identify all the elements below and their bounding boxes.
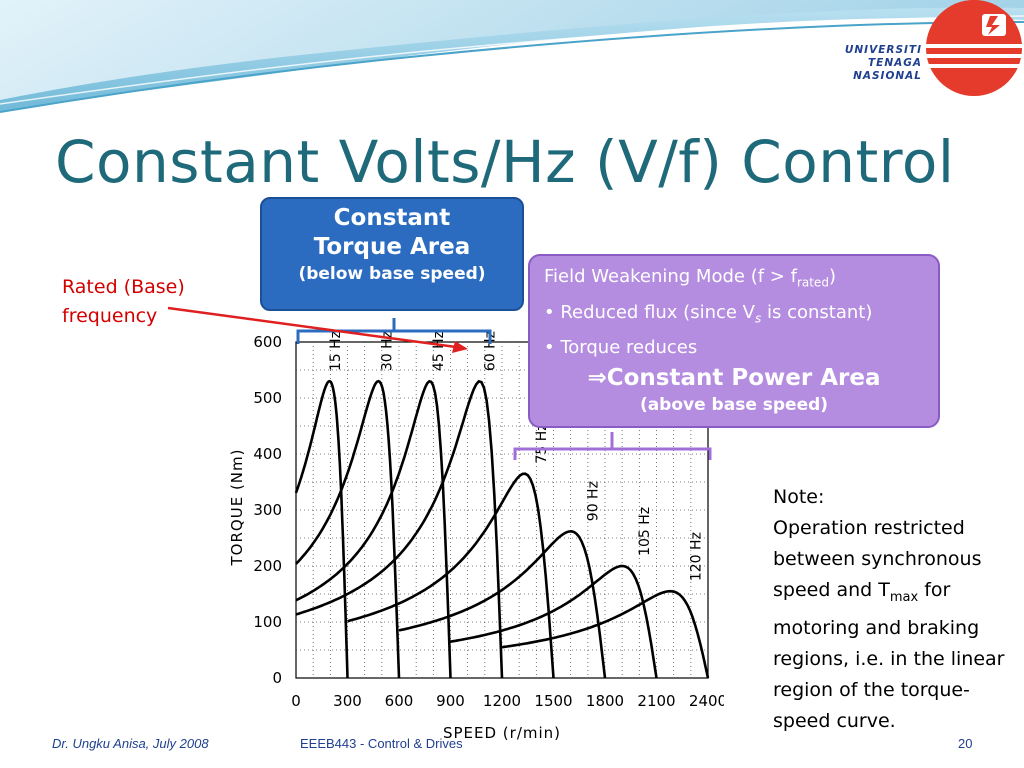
page-number: 20 [958, 736, 973, 751]
footer-author: Dr. Ungku Anisa, July 2008 [52, 736, 209, 751]
rated-label-line-2: frequency [62, 305, 158, 327]
x-tick-label: 0 [291, 692, 301, 710]
fw-heading-end: ) [828, 266, 836, 287]
y-tick-label: 200 [253, 557, 282, 575]
rated-label-line-1: Rated (Base) [62, 276, 185, 298]
constant-torque-line-3: (below base speed) [298, 264, 486, 284]
fw-bullet1-sub: s [755, 311, 762, 326]
constant-torque-callout: Constant Torque Area (below base speed) [260, 197, 524, 311]
chart-series-labels: 15 Hz 30 Hz 45 Hz 60 Hz 75 Hz 90 Hz 105 Hz 120 … [328, 331, 705, 581]
field-weakening-bullet-2: • Torque reduces [544, 337, 698, 359]
logo-line-3: NASIONAL [853, 70, 922, 82]
field-weakening-bullet-1: • Reduced flux (since Vs is constant) [544, 298, 924, 334]
torque-curve [295, 379, 401, 679]
footer-course: EEEB443 - Control & Drives [300, 736, 463, 751]
constant-power-heading: ⇒Constant Power Area [544, 365, 924, 391]
torque-curve [450, 564, 658, 679]
above-base-speed-text: (above base speed) [639, 395, 829, 416]
header-wave-decoration [0, 0, 1024, 113]
series-label: 45 Hz [431, 331, 447, 371]
note-text-2: for motoring and braking regions, i.e. i… [773, 579, 1005, 732]
constant-torque-line-1: Constant [333, 205, 451, 231]
field-weakening-heading: Field Weakening Mode (f > frated) [544, 262, 924, 298]
torque-curve [398, 529, 607, 679]
torque-curve [294, 379, 349, 679]
x-tick-label: 1800 [586, 692, 624, 710]
series-label: 90 Hz [585, 481, 601, 521]
fw-bullet1-end: is constant) [761, 301, 873, 323]
constant-power-text: Constant Power Area [606, 365, 881, 392]
x-tick-label: 2100 [637, 692, 675, 710]
chart-ticks: 0 300 600 900 1200 1500 1800 2100 2400 0 100 200 300… [253, 333, 724, 710]
x-tick-label: 1500 [534, 692, 572, 710]
logo-line-2: TENAGA [868, 57, 922, 69]
rated-frequency-label: Rated (Base) frequency [62, 273, 212, 331]
slide-title: Constant Volts/Hz (V/f) Control [55, 128, 955, 196]
torque-curve [501, 589, 710, 679]
university-logo-emblem [926, 0, 1022, 96]
y-tick-label: 600 [253, 333, 282, 351]
constant-torque-line-2: Torque Area [313, 234, 471, 260]
logo-line-1: UNIVERSITI [844, 44, 922, 56]
university-logo-text: UNIVERSITI TENAGA NASIONAL [800, 44, 922, 83]
rated-frequency-arrowhead [452, 341, 468, 353]
x-tick-label: 300 [333, 692, 362, 710]
note-body: Operation restricted between synchronous… [773, 513, 1018, 737]
y-tick-label: 0 [272, 669, 282, 687]
series-label: 75 Hz [534, 423, 550, 463]
fw-heading-sub: rated [796, 275, 829, 290]
series-label: 120 Hz [688, 532, 704, 581]
rated-frequency-arrow [167, 306, 457, 349]
y-tick-label: 300 [253, 501, 282, 519]
series-label: 15 Hz [328, 331, 344, 371]
implies-arrow: ⇒ [587, 365, 607, 392]
note-text-1: Operation restricted between synchronous… [773, 517, 982, 601]
x-tick-label: 2400 [689, 692, 724, 710]
field-weakening-callout: Field Weakening Mode (f > frated) • Redu… [528, 254, 940, 428]
series-label: 60 Hz [482, 331, 498, 371]
fw-heading-text: Field Weakening Mode (f > f [544, 266, 797, 287]
torque-curve [295, 379, 504, 679]
torque-curve [295, 379, 452, 679]
x-tick-label: 1200 [483, 692, 521, 710]
constant-power-bracket [513, 447, 712, 460]
x-axis-label: SPEED (r/min) [443, 724, 561, 742]
y-tick-label: 100 [253, 613, 282, 631]
note-text-sub: max [889, 589, 919, 605]
chart-curves [294, 379, 710, 679]
y-tick-label: 400 [253, 445, 282, 463]
x-tick-label: 600 [385, 692, 414, 710]
note-heading: Note: [773, 486, 825, 508]
x-tick-label: 900 [436, 692, 465, 710]
y-axis-label: TORQUE (Nm) [228, 449, 246, 567]
fw-bullet1-text: • Reduced flux (since V [544, 301, 755, 323]
y-tick-label: 500 [253, 389, 282, 407]
series-label: 30 Hz [379, 331, 395, 371]
series-label: 105 Hz [637, 507, 653, 556]
operation-note: Note: Operation restricted between synch… [773, 482, 1018, 737]
torque-curve [347, 472, 555, 679]
